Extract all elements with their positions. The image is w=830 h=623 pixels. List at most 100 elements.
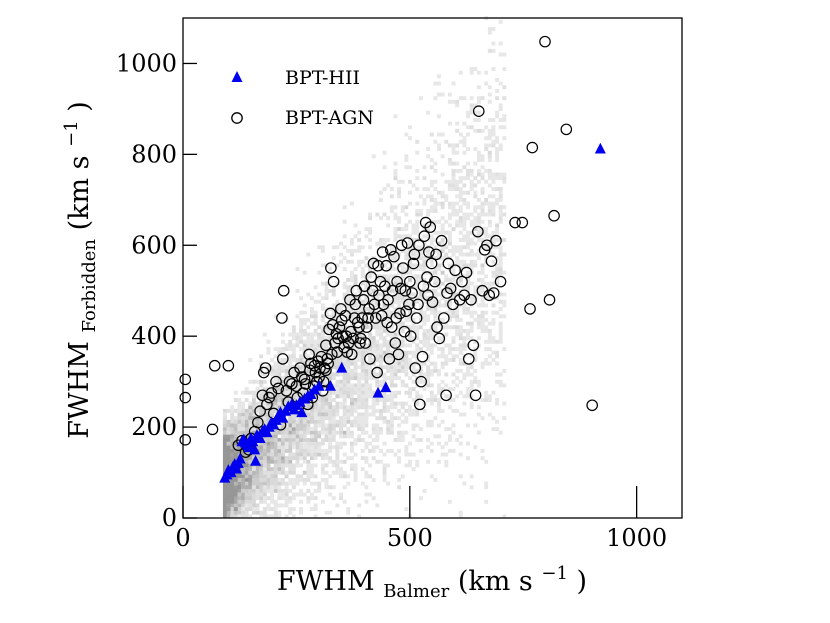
bpt-agn-point (270, 375, 282, 388)
density-cell (288, 463, 293, 468)
density-cell (484, 70, 489, 75)
density-cell (415, 401, 420, 406)
density-cell (433, 238, 438, 242)
density-cell (447, 241, 452, 246)
density-cell (237, 445, 242, 450)
density-cell (397, 408, 402, 413)
density-cell (455, 183, 460, 188)
density-cell (389, 365, 394, 370)
density-cell (324, 423, 329, 428)
bpt-agn-point (543, 294, 556, 306)
density-cell (375, 212, 380, 217)
density-cell (248, 478, 253, 482)
density-cell (248, 416, 253, 421)
density-cell (426, 383, 431, 388)
density-cell (244, 485, 249, 490)
density-cell (251, 492, 256, 497)
density-cell (317, 441, 322, 446)
density-cell (382, 372, 387, 377)
density-cell (349, 463, 354, 468)
density-cell (451, 99, 456, 104)
bpt-hii-point (249, 443, 261, 455)
density-cell (469, 230, 474, 235)
density-cell (455, 150, 460, 155)
density-cell (487, 136, 492, 141)
density-cell (255, 456, 260, 461)
density-cell (277, 485, 282, 490)
density-cell (364, 263, 369, 268)
density-cell (288, 459, 293, 464)
density-cell (447, 314, 452, 319)
density-cell (404, 281, 409, 286)
density-cell (273, 376, 278, 381)
density-cell (317, 245, 322, 250)
density-cell (270, 358, 275, 362)
density-cell (342, 401, 347, 406)
density-cell (429, 398, 434, 402)
density-cell (368, 292, 373, 297)
density-cell (371, 448, 376, 453)
density-cell (371, 390, 376, 395)
density-cell (400, 263, 405, 268)
density-cell (360, 467, 365, 472)
density-cell (484, 328, 489, 333)
bpt-agn-point (416, 350, 429, 363)
density-cell (328, 485, 333, 490)
density-cell (230, 438, 235, 442)
density-cell (408, 459, 412, 464)
density-cell (447, 448, 452, 453)
bpt-agn-point (276, 312, 288, 324)
density-cell (346, 299, 351, 304)
density-cell (433, 219, 438, 224)
density-cell (466, 114, 470, 119)
density-cell (237, 514, 242, 519)
density-cell (469, 336, 474, 341)
density-cell (404, 416, 409, 421)
density-cell (404, 507, 409, 512)
density-cell (280, 456, 285, 461)
density-cell (320, 350, 325, 355)
density-cell (331, 463, 336, 468)
density-cell (317, 401, 322, 406)
bpt-agn-point (206, 423, 219, 436)
density-cell (349, 343, 354, 348)
density-cell (346, 347, 351, 352)
density-cell (364, 347, 369, 352)
density-cell (498, 143, 503, 148)
density-cell (295, 379, 300, 384)
density-cell (458, 70, 463, 75)
density-cell (306, 332, 311, 337)
density-cell (320, 245, 325, 250)
density-cell (291, 416, 296, 421)
density-cell (447, 248, 452, 253)
density-cell (451, 205, 456, 210)
bpt-agn-point (272, 382, 285, 395)
density-cell (382, 165, 387, 170)
density-cell (342, 441, 347, 446)
density-cell (364, 368, 369, 373)
density-cell (360, 281, 365, 286)
density-cell (262, 419, 267, 424)
bpt-agn-point (277, 284, 290, 297)
density-cell (408, 358, 412, 362)
density-cell (484, 256, 489, 261)
density-cell (335, 445, 340, 450)
density-cell (248, 412, 253, 417)
density-cell (353, 292, 358, 297)
density-cell (386, 314, 391, 319)
density-cell (266, 470, 271, 475)
density-cell (324, 379, 329, 384)
density-cell (393, 252, 398, 257)
density-cell (306, 419, 311, 424)
density-cell (226, 507, 231, 512)
density-cell (491, 303, 496, 308)
density-cell (353, 401, 358, 406)
density-cell (360, 350, 365, 355)
density-cell (324, 343, 329, 348)
density-cell (251, 408, 256, 413)
density-cell (458, 347, 463, 352)
density-cell (368, 332, 373, 337)
density-cell (495, 419, 500, 424)
density-cell (444, 343, 449, 348)
density-cell (487, 154, 492, 159)
